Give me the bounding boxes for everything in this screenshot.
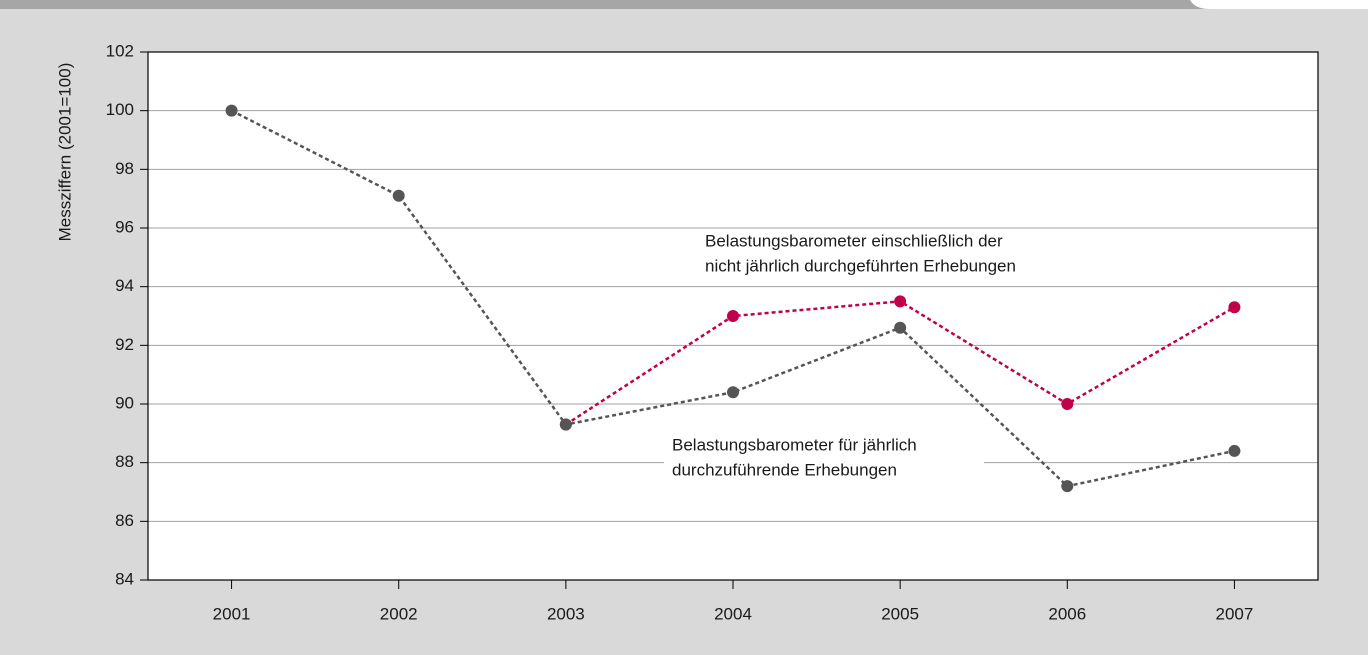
point	[727, 310, 739, 322]
x-tick-label: 2005	[881, 604, 919, 623]
x-tick-label: 2006	[1048, 604, 1086, 623]
annotation: nicht jährlich durchgeführten Erhebungen	[705, 256, 1016, 275]
y-tick-label: 96	[115, 217, 134, 236]
logo-tab	[1190, 0, 1368, 9]
annotation: durchzuführende Erhebungen	[672, 460, 897, 479]
annotation: Belastungsbarometer für jährlich	[672, 435, 917, 454]
y-tick-label: 98	[115, 159, 134, 178]
point	[894, 321, 907, 334]
x-tick-label: 2003	[547, 604, 585, 623]
y-tick-label: 102	[106, 41, 134, 60]
annotation-bg	[664, 430, 984, 482]
top-strip	[0, 0, 1368, 9]
x-tick-label: 2007	[1216, 604, 1254, 623]
x-tick-label: 2004	[714, 604, 752, 623]
plot-frame	[147, 51, 1319, 581]
y-tick-label: 90	[115, 393, 134, 412]
point	[1061, 398, 1074, 410]
y-tick-label: 100	[106, 100, 134, 119]
point	[1228, 444, 1241, 457]
y-tick-label: 92	[115, 335, 134, 354]
y-axis-label: Messziffern (2001=100)	[55, 63, 74, 242]
x-tick-label: 2002	[380, 604, 418, 623]
y-tick-label: 86	[115, 511, 134, 530]
point	[225, 104, 238, 117]
point	[392, 189, 405, 202]
annotation: Belastungsbarometer einschließlich der	[705, 231, 1003, 250]
point	[1061, 480, 1074, 493]
point	[1228, 301, 1241, 314]
x-tick-label: 2001	[213, 604, 251, 623]
point	[727, 386, 739, 399]
y-tick-label: 84	[115, 569, 134, 588]
point	[894, 295, 907, 308]
point	[559, 418, 572, 431]
y-tick-label: 94	[115, 276, 134, 295]
y-tick-label: 88	[115, 452, 134, 471]
